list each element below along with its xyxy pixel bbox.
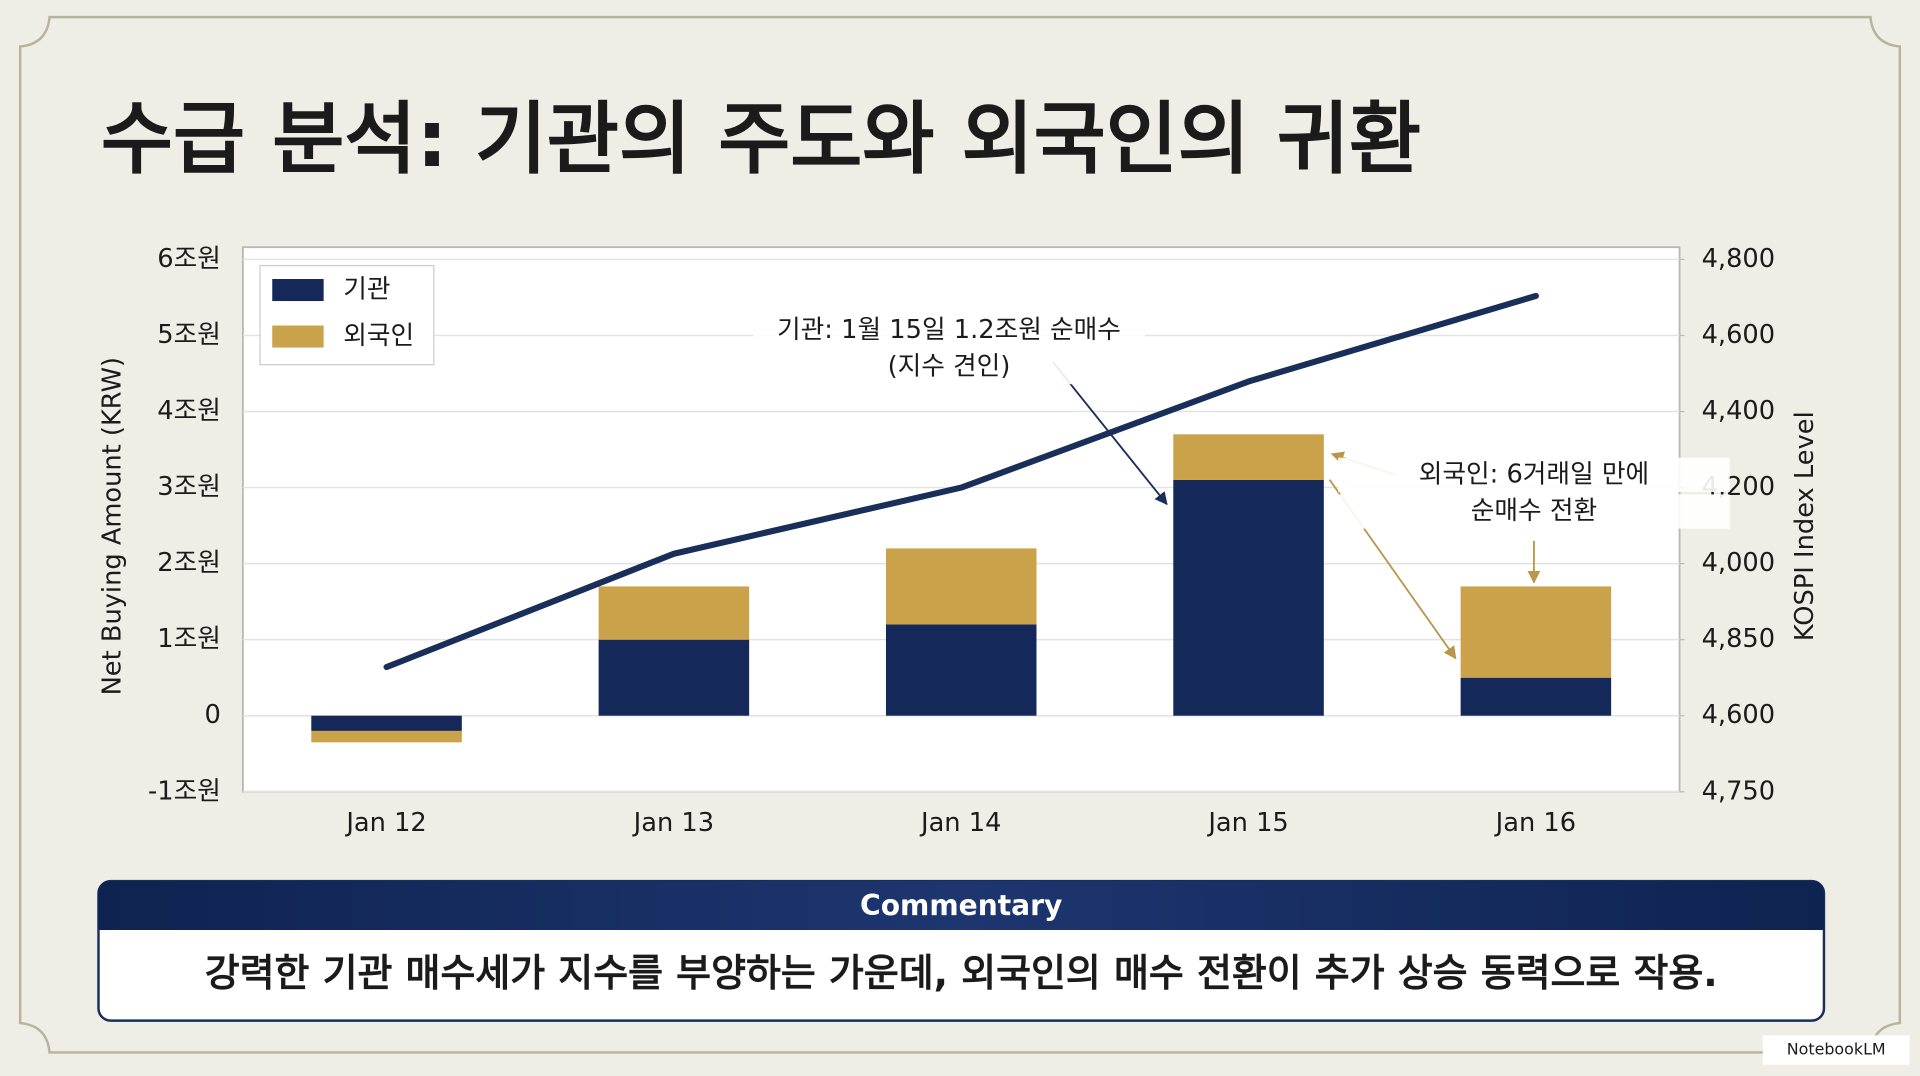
bar <box>1460 586 1612 678</box>
legend-swatch <box>272 325 324 348</box>
bar <box>311 715 462 731</box>
y2ticks-label: 4,400 <box>1702 396 1776 426</box>
chart-marks: -1조원 0 1조원 2조원 3조원 4조원 5조원 6조원 4,750 4,600 4,850 4,… <box>148 244 1775 838</box>
annotation: 기관: 1월 15일 1.2조원 순매수 <box>777 315 1121 345</box>
commentary-header <box>98 881 1824 931</box>
x-tick-label: Jan 15 <box>1206 808 1288 838</box>
yticks-label: 6조원 <box>157 244 221 274</box>
annotation-arrow <box>1052 361 1168 506</box>
annotation-bg <box>1338 494 1730 529</box>
x-tick-label: Jan 16 <box>1494 808 1576 838</box>
bar <box>598 639 750 716</box>
watermark-bg <box>1762 1035 1910 1065</box>
y2ticks-label: 4,000 <box>1702 548 1776 578</box>
title: 수급 분석: 기관의 주도와 외국인의 귀환 <box>101 94 1421 185</box>
bar <box>311 730 462 743</box>
x-tick-label: Jan 14 <box>919 808 1001 838</box>
bar <box>885 624 1037 716</box>
annotation: 외국인: 6거래일 만에 <box>1419 459 1649 489</box>
annotation-bg <box>753 313 1145 348</box>
bar <box>1173 434 1324 480</box>
annotation-bg <box>1338 457 1730 492</box>
x-tick-label: Jan 12 <box>344 808 426 838</box>
yticks-label: 4조원 <box>157 396 221 426</box>
y2ticks-label: 4,600 <box>1702 700 1776 730</box>
bar <box>1173 479 1324 716</box>
legend-label: 외국인 <box>343 321 414 351</box>
watermark: NotebookLM <box>1787 1039 1886 1058</box>
bar <box>885 548 1037 625</box>
annotation: 순매수 전환 <box>1471 496 1597 526</box>
y2ticks-label: 4,850 <box>1702 624 1776 654</box>
yticks-label: 3조원 <box>157 472 221 502</box>
commentary-title: Commentary <box>860 889 1062 922</box>
y2ticks-label: 4,750 <box>1702 776 1776 806</box>
yticks-label: 2조원 <box>157 548 221 578</box>
yticks-label: -1조원 <box>148 776 221 806</box>
y2ticks-label: 4,800 <box>1702 244 1776 274</box>
x-tick-label: Jan 13 <box>632 808 714 838</box>
legend-label: 기관 <box>343 275 390 305</box>
yticks-label: 1조원 <box>157 624 221 654</box>
bar <box>1460 677 1612 716</box>
commentary-text: 강력한 기관 매수세가 지수를 부양하는 가운데, 외국인의 매수 전환이 추가… <box>205 951 1718 995</box>
y2-axis-title: KOSPI Index Level <box>1790 411 1820 641</box>
yticks-label: 0 <box>205 700 221 730</box>
legend-swatch <box>272 279 324 302</box>
index-line <box>383 292 1539 671</box>
y-axis-title: Net Buying Amount (KRW) <box>98 357 128 695</box>
yticks-label: 5조원 <box>157 320 221 350</box>
bar <box>598 586 750 640</box>
annotation-bg <box>753 349 1145 385</box>
y2ticks-label: 4,600 <box>1702 320 1776 350</box>
annotation: (지수 견인) <box>888 352 1011 382</box>
